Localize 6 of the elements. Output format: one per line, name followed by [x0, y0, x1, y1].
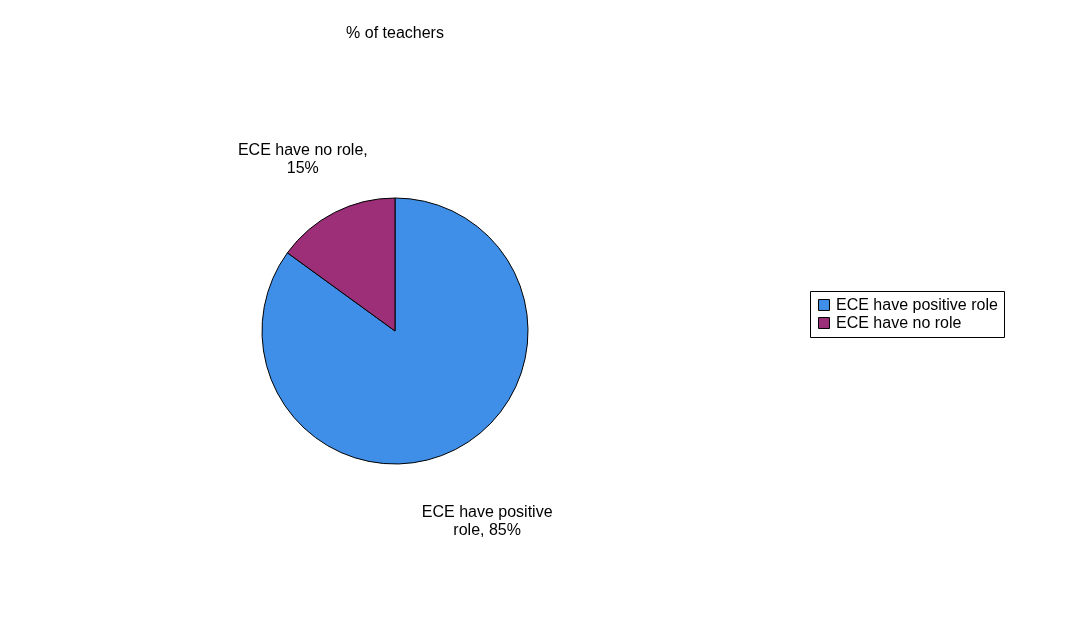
- data-label: ECE have positive role, 85%: [421, 502, 553, 538]
- chart-title: % of teachers: [346, 24, 444, 41]
- legend-label: ECE have no role: [836, 314, 962, 331]
- legend-label: ECE have positive role: [836, 296, 998, 313]
- pie-slice: [261, 197, 529, 465]
- data-label: ECE have no role, 15%: [237, 141, 368, 177]
